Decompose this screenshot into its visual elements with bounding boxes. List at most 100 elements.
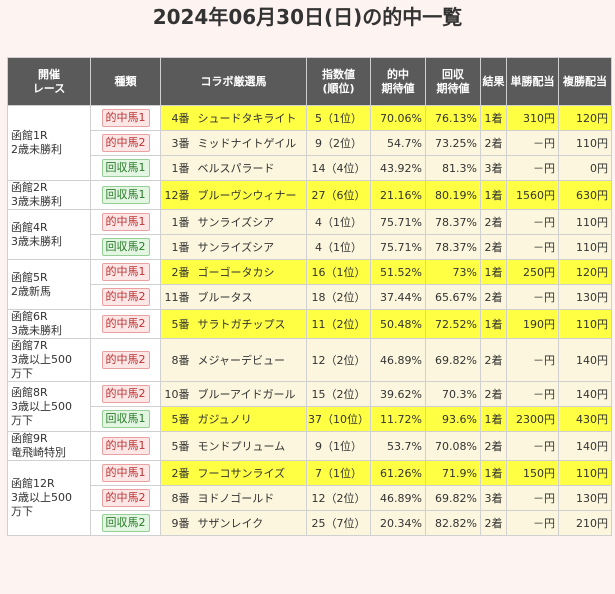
race-name-line: 3歳以上500	[11, 491, 72, 504]
horse-number: 8番	[160, 485, 194, 511]
win-payout: 150円	[506, 460, 559, 486]
type-cell: 回収馬2	[90, 510, 161, 536]
win-payout: －円	[506, 130, 559, 156]
type-badge: 回収馬1	[101, 186, 150, 204]
place-payout: 110円	[558, 460, 612, 486]
place-payout: 0円	[558, 155, 612, 181]
race-name-line: 2歳新馬	[11, 284, 51, 298]
header-index: 指数値 (順位)	[306, 57, 371, 106]
race-name-line: 函館7R	[11, 339, 48, 352]
type-cell: 回収馬1	[90, 406, 161, 432]
index-value: 16（1位）	[306, 259, 371, 285]
type-badge: 的中馬2	[101, 288, 150, 306]
index-value: 12（2位）	[306, 338, 371, 382]
place-payout: 130円	[558, 485, 612, 511]
type-cell: 的中馬2	[90, 309, 161, 339]
race-name-cell: 函館2R 3歳未勝利	[7, 180, 91, 210]
hit-expectation: 46.89%	[370, 338, 426, 382]
place-payout: 120円	[558, 259, 612, 285]
recovery-expectation: 70.3%	[425, 381, 481, 407]
table-row: 函館4R 3歳未勝利 的中馬1 1番 サンライズシア 4（1位） 75.71% 78.37% 2…	[7, 209, 612, 260]
type-badge: 的中馬1	[101, 109, 150, 127]
horse-number: 12番	[160, 180, 194, 210]
result-value: 1着	[480, 460, 507, 486]
horse-name: ゴーゴータカシ	[193, 259, 307, 285]
index-value: 9（2位）	[306, 130, 371, 156]
horse-name: ブルーアイドガール	[193, 381, 307, 407]
type-badge: 的中馬1	[101, 213, 150, 231]
result-value: 2着	[480, 510, 507, 536]
horse-name: ブルーヴンウィナー	[193, 180, 307, 210]
horse-name: ガジュノリ	[193, 406, 307, 432]
horse-name: ミッドナイトゲイル	[193, 130, 307, 156]
place-payout: 140円	[558, 381, 612, 407]
race-name-line: 万下	[11, 367, 33, 380]
result-value: 2着	[480, 431, 507, 461]
horse-number: 1番	[160, 209, 194, 235]
hit-expectation: 70.06%	[370, 105, 426, 131]
header-hit-exp: 的中 期待値	[370, 57, 426, 106]
result-value: 1着	[480, 259, 507, 285]
horse-name: サンライズシア	[193, 209, 307, 235]
table-row: 回収馬1 5番 ガジュノリ 37（10位） 11.72% 93.6% 1着 2300円 430円	[8, 406, 612, 432]
win-payout: －円	[506, 338, 559, 382]
race-name-line: 万下	[11, 413, 33, 427]
type-badge: 回収馬2	[101, 514, 150, 532]
table-row: 函館7R 3歳以上500 万下 的中馬2 8番 メジャーデビュー 12（2位） 46.89% 6…	[7, 338, 612, 382]
recovery-expectation: 65.67%	[425, 284, 481, 310]
type-badge: 的中馬1	[101, 464, 150, 482]
win-payout: 2300円	[506, 406, 559, 432]
horse-name: サンライズシア	[193, 234, 307, 260]
recovery-expectation: 73%	[425, 259, 481, 285]
race-name-line: 3歳未勝利	[11, 234, 62, 248]
horse-number: 5番	[160, 309, 194, 339]
win-payout: 310円	[506, 105, 559, 131]
race-name-line: 函館8R	[11, 385, 48, 399]
win-payout: －円	[506, 381, 559, 407]
horse-number: 1番	[160, 155, 194, 181]
horse-name: シュードタキライト	[193, 105, 307, 131]
type-cell: 回収馬1	[90, 155, 161, 181]
type-cell: 回収馬1	[90, 180, 161, 210]
type-badge: 的中馬1	[101, 263, 150, 281]
win-payout: －円	[506, 284, 559, 310]
horse-name: ヨドノゴールド	[193, 485, 307, 511]
hit-expectation: 20.34%	[370, 510, 426, 536]
index-value: 14（4位）	[306, 155, 371, 181]
result-value: 2着	[480, 234, 507, 260]
result-value: 1着	[480, 105, 507, 131]
recovery-expectation: 72.52%	[425, 309, 481, 339]
place-payout: 130円	[558, 284, 612, 310]
place-payout: 110円	[558, 309, 612, 339]
result-value: 2着	[480, 381, 507, 407]
race-name-line: 函館5R	[11, 270, 48, 284]
table-row: 函館9R 竜飛崎特別 的中馬1 5番 モンドプリューム 9（1位） 53.7% 70.08% 2…	[7, 431, 612, 461]
place-payout: 430円	[558, 406, 612, 432]
header-race: 開催 レース	[7, 57, 91, 106]
place-payout: 110円	[558, 130, 612, 156]
race-name-line: 3歳以上500	[11, 399, 72, 413]
index-value: 11（2位）	[306, 309, 371, 339]
type-cell: 的中馬2	[90, 485, 161, 511]
recovery-expectation: 71.9%	[425, 460, 481, 486]
result-value: 2着	[480, 209, 507, 235]
header-rec-exp: 回収 期待値	[425, 57, 481, 106]
win-payout: －円	[506, 485, 559, 511]
index-value: 4（1位）	[306, 234, 371, 260]
horse-number: 5番	[160, 431, 194, 461]
index-value: 37（10位）	[306, 406, 371, 432]
race-name-line: 3歳以上500	[11, 353, 72, 366]
horse-number: 1番	[160, 234, 194, 260]
header-place-pay: 複勝配当	[558, 57, 612, 106]
hit-expectation: 46.89%	[370, 485, 426, 511]
header-horse: コラボ厳選馬	[160, 57, 307, 106]
race-name-cell: 函館4R 3歳未勝利	[7, 209, 91, 260]
type-cell: 的中馬2	[90, 284, 161, 310]
recovery-expectation: 81.3%	[425, 155, 481, 181]
type-badge: 回収馬2	[101, 238, 150, 256]
index-value: 27（6位）	[306, 180, 371, 210]
table-row: 的中馬2 11番 ブルータス 18（2位） 37.44% 65.67% 2着 －円 130円	[8, 284, 612, 310]
result-value: 2着	[480, 130, 507, 156]
result-value: 2着	[480, 284, 507, 310]
race-name-cell: 函館6R 3歳未勝利	[7, 309, 91, 339]
